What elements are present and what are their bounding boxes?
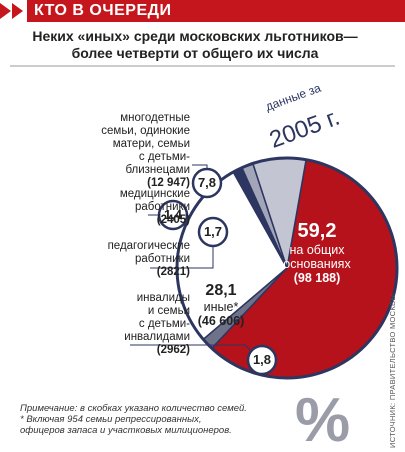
value-label: 59,2 xyxy=(297,220,337,242)
icon: % xyxy=(295,386,351,452)
chart-title: КТО В ОЧЕРЕДИ xyxy=(34,2,172,19)
count-label: (2962) xyxy=(156,344,190,356)
count-label: (2405) xyxy=(156,214,190,226)
value-label: 1,8 xyxy=(252,352,272,367)
count-label: (12 947) xyxy=(147,177,190,189)
leader-line xyxy=(130,344,251,351)
value-label: 1,7 xyxy=(203,224,223,239)
count-label: (98 188) xyxy=(293,271,341,285)
category-label: иные* xyxy=(203,300,239,314)
note: Примечание: в скобках указано количество… xyxy=(20,403,247,436)
category-label: медицинские работники xyxy=(119,188,190,213)
value-badge xyxy=(197,216,229,248)
category-label: педагогические работники xyxy=(107,240,190,265)
leader-line xyxy=(192,164,208,168)
source: ИСТОЧНИК: ПРАВИТЕЛЬСТВО МОСКВЫ xyxy=(388,293,397,448)
count-label: (46 606) xyxy=(197,314,245,328)
arrow xyxy=(12,3,23,19)
value-label: 28,1 xyxy=(205,282,237,299)
subtitle: Неких «иных» среди московских льготников… xyxy=(32,28,358,61)
value-badge xyxy=(157,199,189,231)
arrow xyxy=(0,3,11,19)
value-badge xyxy=(191,167,223,199)
category-label: на общих основаниях xyxy=(283,243,351,271)
value-label: 1,4 xyxy=(163,207,183,222)
leader-line xyxy=(150,247,214,269)
count-label: (2821) xyxy=(156,266,190,278)
category-label: инвалиды и семьи с детьми- инвалидами xyxy=(124,292,190,343)
value-label: 7,8 xyxy=(197,175,217,190)
header-bar xyxy=(27,0,405,22)
value-badge xyxy=(246,344,278,376)
category-label: многодетные семьи, одинокие матери, семь… xyxy=(101,112,190,176)
